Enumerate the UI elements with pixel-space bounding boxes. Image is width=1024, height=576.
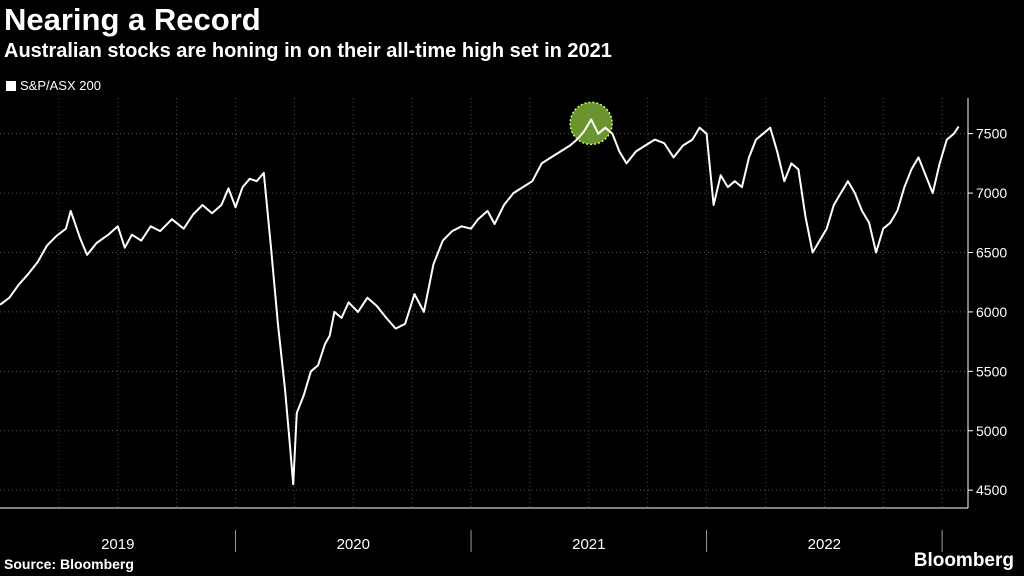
bloomberg-logo: Bloomberg [913,550,1014,571]
axis-layer [0,98,973,552]
ytick-label-5500: 5500 [976,363,1007,379]
label-layer: 4500 5000 5500 6000 6500 7000 7500 2019 2020 2021… [101,126,1007,553]
legend-label: S&P/ASX 200 [20,78,101,93]
grid-layer [0,98,968,508]
chart-subtitle: Australian stocks are honing in on their… [4,40,612,62]
ytick-label-6500: 6500 [976,244,1007,260]
chart-title: Nearing a Record [4,2,261,37]
xtick-label-2020: 2020 [337,536,370,553]
ytick-label-7500: 7500 [976,126,1007,142]
record-highlight-circle [569,101,613,146]
source-note: Source: Bloomberg [4,556,134,572]
xtick-label-2021: 2021 [572,536,605,553]
xtick-label-2019: 2019 [101,536,134,553]
series-layer [0,118,960,486]
legend-swatch [6,81,16,91]
ytick-label-4500: 4500 [976,482,1007,498]
highlight-layer [569,101,613,146]
ytick-label-6000: 6000 [976,304,1007,320]
xtick-label-2022: 2022 [808,536,841,553]
legend: S&P/ASX 200 [6,78,101,94]
ytick-label-5000: 5000 [976,423,1007,439]
ytick-label-7000: 7000 [976,185,1007,201]
series-line-0 [0,118,960,486]
